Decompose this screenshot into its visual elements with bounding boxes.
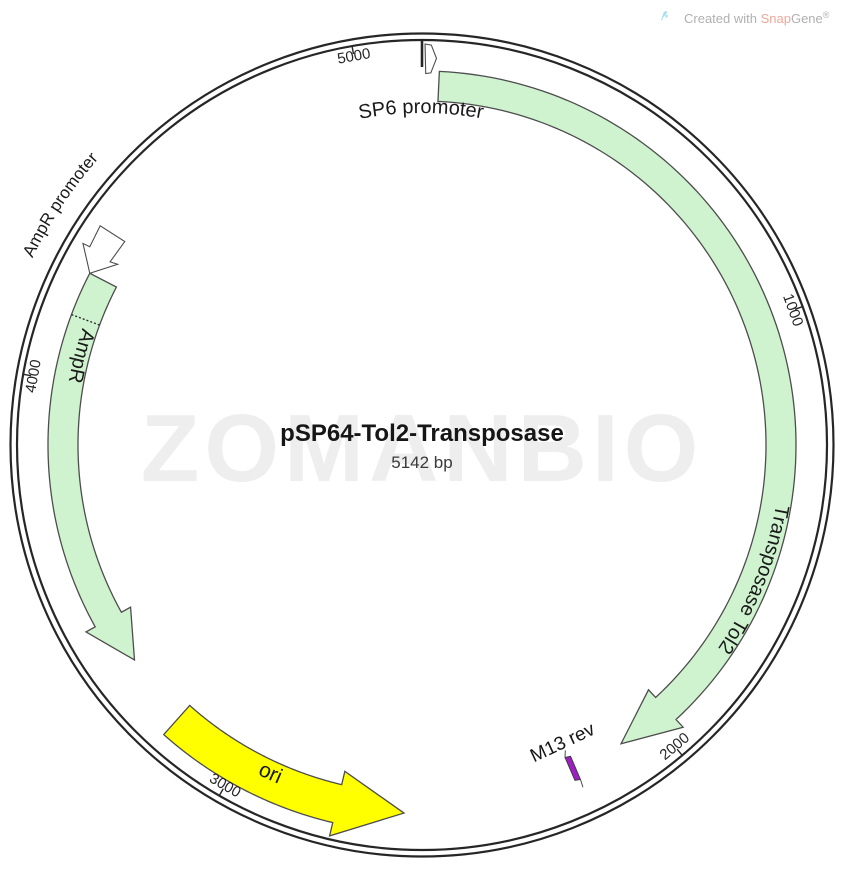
svg-text:SP6 promoter: SP6 promoter bbox=[357, 96, 486, 124]
svg-text:M13 rev: M13 rev bbox=[527, 719, 599, 767]
svg-text:pSP64-Tol2-Transposase: pSP64-Tol2-Transposase bbox=[280, 420, 564, 447]
svg-text:ZOMANBIO: ZOMANBIO bbox=[141, 395, 704, 502]
svg-text:1000: 1000 bbox=[779, 292, 806, 329]
svg-text:5142 bp: 5142 bp bbox=[391, 453, 452, 472]
svg-text:Created with SnapGene®: Created with SnapGene® bbox=[684, 10, 830, 26]
